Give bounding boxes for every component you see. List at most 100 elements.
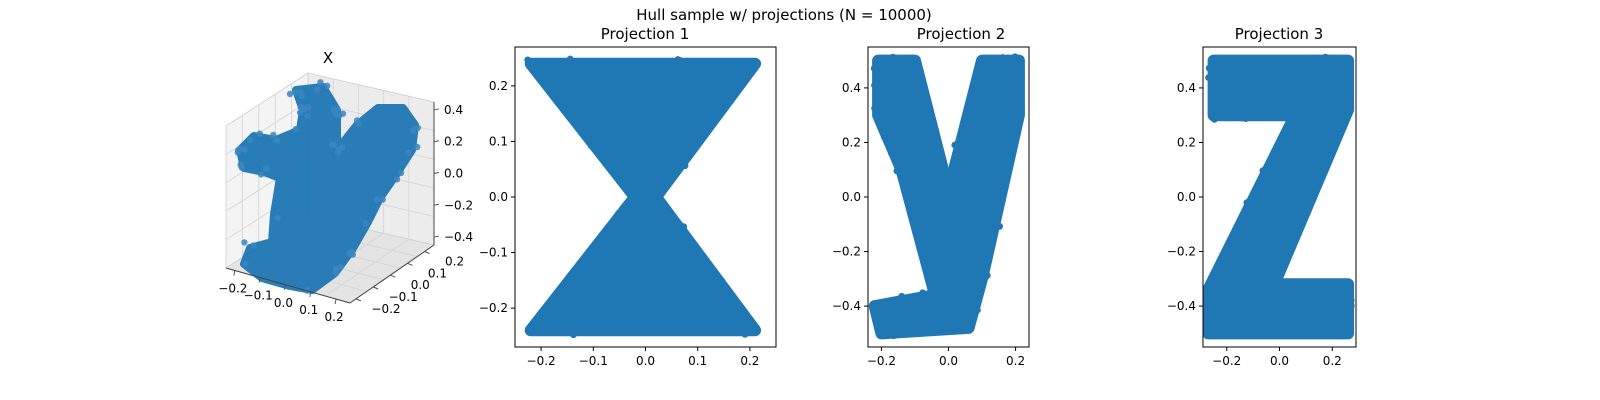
scatter-point — [1013, 106, 1020, 114]
scatter-point — [270, 131, 277, 139]
scatter-point — [1340, 81, 1347, 89]
scatter-point — [234, 149, 241, 156]
y-tick-label: 0.2 — [489, 79, 508, 93]
z-tick-mark — [433, 108, 440, 111]
scatter-point — [1205, 64, 1213, 72]
scatter-point — [1013, 63, 1021, 71]
scatter-point — [1242, 115, 1250, 122]
scatter-point — [661, 202, 668, 210]
scatter-point — [1214, 97, 1221, 105]
y-tick-label: 0.4 — [842, 81, 861, 95]
y-tick-label: −0.1 — [479, 246, 508, 260]
scatter-point — [250, 242, 257, 249]
projection-3-point-cloud — [1203, 54, 1355, 340]
panel-projection-3: Projection 3 −0.2 0.0 0.2 −0.4 −0.2 0.0 0.2 0.4 — [1167, 25, 1357, 368]
z-tick-mark — [433, 235, 440, 238]
scatter-point — [1005, 59, 1012, 67]
scatter-point — [996, 222, 1003, 230]
x-tick-label: −0.2 — [867, 354, 896, 368]
scatter-point — [731, 85, 739, 93]
scatter-point — [324, 82, 331, 90]
scatter-point — [405, 149, 412, 156]
x-tick-label: 0.0 — [1270, 354, 1289, 368]
x-axis-line — [225, 267, 351, 304]
scatter-point — [296, 109, 304, 116]
scatter-point — [566, 55, 574, 63]
scatter-point — [1268, 106, 1276, 114]
y-tick-label: −0.2 — [1167, 245, 1196, 259]
scatter-point — [1243, 199, 1251, 207]
y-tick-label: 0.0 — [489, 190, 508, 204]
scatter-point — [563, 325, 571, 333]
scatter-point — [1216, 332, 1224, 339]
scatter-point — [314, 86, 321, 93]
scatter-point — [722, 104, 729, 112]
scatter-point — [333, 269, 340, 276]
scatter-point — [885, 331, 892, 339]
scatter-point — [604, 154, 611, 162]
panel-projection-2: Projection 2 −0.2 0.0 0.2 −0.4 −0.2 0.0 0.2 0.4 — [832, 25, 1030, 368]
scatter-point — [601, 145, 608, 153]
scatter-point — [676, 57, 684, 64]
y-tick-label: 0.0 — [411, 278, 430, 292]
scatter-point — [919, 289, 927, 297]
x-tick-label: 0.2 — [325, 310, 344, 324]
scatter-point — [965, 108, 972, 116]
scatter-point — [397, 169, 405, 177]
scatter-point — [1303, 329, 1311, 337]
scatter-point — [1327, 281, 1335, 289]
y-tick-mark — [424, 251, 430, 254]
scatter-point — [741, 331, 749, 338]
z-tick-mark — [433, 140, 440, 143]
y-tick-label: 0.1 — [489, 134, 508, 148]
scatter-point — [871, 81, 878, 89]
scatter-point — [410, 127, 417, 134]
x-tick-label: 0.0 — [939, 354, 958, 368]
y-tick-label: −0.2 — [832, 245, 861, 259]
scatter-point — [1013, 82, 1020, 89]
scatter-point — [703, 262, 711, 269]
scatter-point — [681, 157, 688, 165]
scatter-point — [1213, 55, 1220, 63]
scatter-point — [241, 239, 248, 246]
z-tick-mark — [433, 203, 440, 206]
scatter-point — [349, 251, 356, 258]
scatter-point — [257, 171, 265, 178]
projection-1-point-cloud — [524, 57, 762, 337]
scatter-point — [689, 245, 697, 252]
scatter-point — [1270, 114, 1278, 121]
scatter-point — [238, 164, 245, 171]
scatter-point — [723, 88, 731, 95]
scatter-point — [881, 301, 889, 308]
scatter-point — [1331, 54, 1338, 62]
scatter-point — [1212, 107, 1219, 114]
scatter-point — [242, 260, 249, 268]
scatter-point — [1347, 296, 1355, 304]
y-tick-label: −0.4 — [1167, 299, 1196, 313]
scatter-point — [247, 136, 254, 144]
scatter-point — [292, 89, 299, 96]
scatter-point — [913, 296, 921, 304]
scatter-point — [373, 196, 380, 203]
scatter-point — [1322, 53, 1329, 61]
scatter-point — [980, 272, 988, 280]
scatter-point — [688, 144, 696, 152]
scatter-point — [612, 168, 620, 176]
x-tick-label: 0.2 — [740, 354, 759, 368]
projection-2-title: Projection 2 — [917, 25, 1005, 43]
scatter-point — [540, 317, 548, 325]
x-tick-label: 0.2 — [1323, 354, 1342, 368]
scatter-point — [909, 208, 916, 216]
scatter-point — [893, 299, 900, 306]
x-tick-label: 0.0 — [636, 354, 655, 368]
scatter-point — [979, 64, 987, 72]
x-tick-label: −0.2 — [1212, 354, 1241, 368]
scatter-point — [286, 90, 294, 98]
scatter-point — [628, 327, 636, 335]
scatter-point — [945, 168, 953, 176]
y-tick-label: 0.2 — [842, 135, 861, 149]
x-tick-mark — [258, 277, 261, 283]
scatter-point — [1341, 90, 1348, 98]
scatter-point — [1336, 282, 1344, 289]
scatter-point — [1203, 289, 1209, 296]
